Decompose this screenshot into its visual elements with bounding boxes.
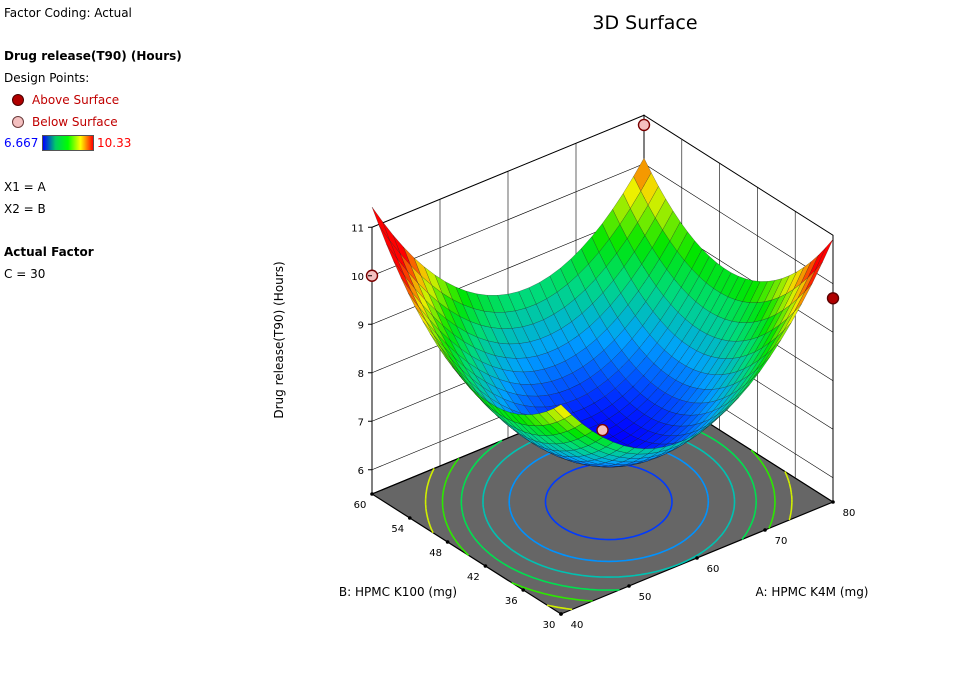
z-tick-4: 10 — [351, 272, 364, 283]
x2-mapping: X2 = B — [4, 202, 46, 216]
y-tick-3: 48 — [429, 548, 442, 559]
y-axis-label: B: HPMC K100 (mg) — [339, 585, 457, 599]
x-axis-label: A: HPMC K4M (mg) — [755, 585, 868, 599]
actual-factor-label: Actual Factor — [4, 245, 94, 259]
y-tick-mark-3 — [445, 540, 450, 544]
above-surface-marker — [12, 94, 24, 106]
below-surface-label: Below Surface — [32, 115, 118, 129]
y-tick-2: 42 — [467, 572, 480, 583]
x-tick-mark-1 — [627, 584, 631, 588]
below-surface-marker — [12, 116, 24, 128]
wall-grid-z-5 — [371, 114, 834, 236]
y-tick-mark-1 — [521, 588, 525, 592]
x-tick-mark-2 — [695, 556, 699, 560]
y-tick-1: 36 — [505, 596, 518, 607]
design-point-1 — [637, 118, 651, 132]
z-axis-label: Drug release(T90) (Hours) — [272, 261, 286, 418]
response-label: Drug release(T90) (Hours) — [4, 49, 182, 63]
x-tick-1: 50 — [639, 592, 652, 603]
design-point-2 — [826, 292, 840, 305]
x-tick-0: 40 — [571, 620, 584, 631]
x1-mapping: X1 = A — [4, 180, 46, 194]
z-tick-1: 7 — [358, 417, 364, 428]
x-tick-4: 80 — [843, 508, 856, 519]
x-tick-2: 60 — [707, 564, 720, 575]
y-tick-5: 60 — [354, 500, 367, 511]
y-tick-mark-5 — [370, 492, 374, 496]
z-tick-3: 9 — [358, 320, 364, 331]
z-tick-2: 8 — [358, 369, 364, 380]
y-tick-mark-0 — [559, 612, 563, 616]
x-tick-mark-4 — [831, 500, 835, 504]
design-point-3 — [596, 423, 609, 437]
x-tick-3: 70 — [775, 536, 788, 547]
y-tick-mark-2 — [483, 564, 488, 568]
y-tick-4: 54 — [391, 524, 404, 535]
chart-title: 3D Surface — [592, 12, 698, 34]
y-tick-mark-4 — [408, 516, 412, 520]
y-tick-0: 30 — [543, 620, 556, 631]
surface-mesh — [371, 157, 834, 468]
color-scale-min: 6.667 — [4, 136, 39, 150]
color-scale-max: 10.33 — [97, 136, 132, 150]
z-tick-0: 6 — [358, 466, 364, 477]
above-surface-label: Above Surface — [32, 93, 120, 107]
x-tick-mark-3 — [763, 528, 767, 532]
z-tick-5: 11 — [351, 223, 364, 234]
color-scale-bar — [42, 135, 94, 151]
contour-1 — [508, 440, 710, 563]
factor-coding-label: Factor Coding: Actual — [4, 6, 132, 20]
actual-factor-value: C = 30 — [4, 267, 46, 281]
design-points-label: Design Points: — [4, 71, 90, 85]
